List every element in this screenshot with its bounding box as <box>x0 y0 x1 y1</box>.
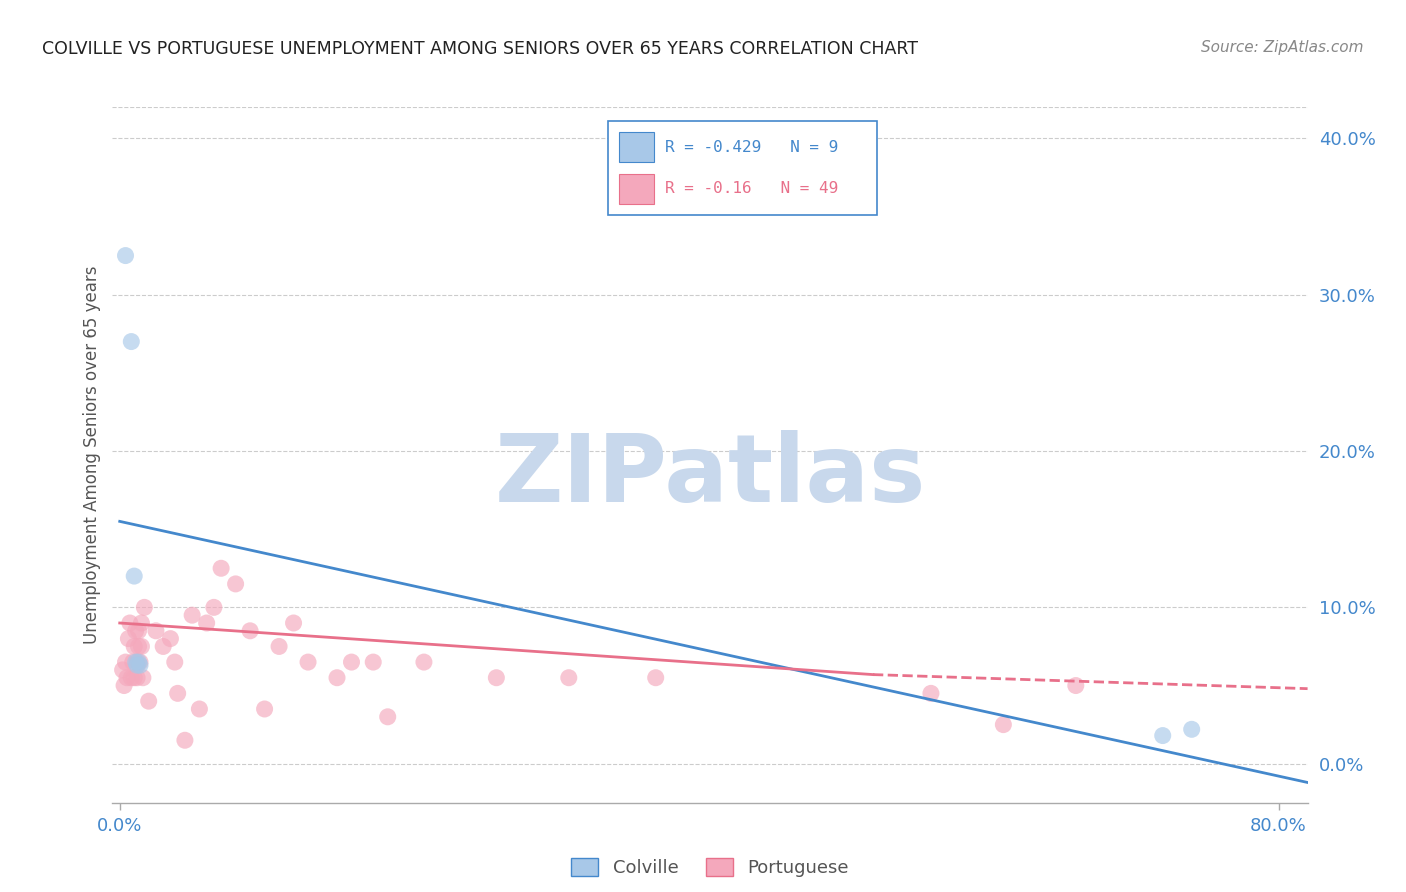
Point <box>253 702 276 716</box>
Point <box>132 671 155 685</box>
Legend: Colville, Portuguese: Colville, Portuguese <box>564 850 856 884</box>
Point <box>413 655 436 669</box>
Point <box>202 600 225 615</box>
Point <box>166 686 188 700</box>
Point <box>131 640 153 654</box>
Point <box>114 655 136 669</box>
Point <box>118 615 141 630</box>
Point <box>122 671 145 685</box>
Point <box>114 249 136 263</box>
Point <box>115 671 138 685</box>
Point <box>188 702 211 716</box>
Point <box>128 624 150 638</box>
Point <box>1152 729 1174 743</box>
Y-axis label: Unemployment Among Seniors over 65 years: Unemployment Among Seniors over 65 years <box>83 266 101 644</box>
Point <box>127 658 149 673</box>
Point <box>134 600 156 615</box>
Text: R = -0.429   N = 9: R = -0.429 N = 9 <box>665 140 838 154</box>
Text: COLVILLE VS PORTUGUESE UNEMPLOYMENT AMONG SENIORS OVER 65 YEARS CORRELATION CHAR: COLVILLE VS PORTUGUESE UNEMPLOYMENT AMON… <box>42 40 918 58</box>
Point <box>225 577 247 591</box>
Point <box>117 632 139 646</box>
Point <box>267 640 290 654</box>
Point <box>1064 679 1087 693</box>
Point <box>124 624 146 638</box>
Point <box>120 671 142 685</box>
Point <box>297 655 319 669</box>
Point <box>326 671 349 685</box>
Point <box>920 686 942 700</box>
Point <box>122 640 145 654</box>
Point <box>145 624 167 638</box>
Point <box>129 655 152 669</box>
FancyBboxPatch shape <box>619 174 654 203</box>
Point <box>181 608 204 623</box>
Point <box>644 671 666 685</box>
Text: R = -0.16   N = 49: R = -0.16 N = 49 <box>665 181 838 196</box>
Point <box>128 640 150 654</box>
Point <box>111 663 134 677</box>
Point <box>993 717 1015 731</box>
Point <box>209 561 232 575</box>
Point <box>152 640 174 654</box>
Point <box>127 671 149 685</box>
Point <box>361 655 384 669</box>
Point <box>121 655 143 669</box>
Point <box>112 679 135 693</box>
Point <box>558 671 581 685</box>
Point <box>239 624 262 638</box>
Text: Source: ZipAtlas.com: Source: ZipAtlas.com <box>1201 40 1364 55</box>
Point <box>131 615 153 630</box>
Point <box>138 694 160 708</box>
Point <box>120 334 142 349</box>
Point <box>122 569 145 583</box>
Point <box>377 710 399 724</box>
Point <box>128 655 150 669</box>
Point <box>124 655 146 669</box>
FancyBboxPatch shape <box>619 132 654 162</box>
Point <box>485 671 508 685</box>
Point <box>129 658 152 673</box>
Point <box>159 632 181 646</box>
Point <box>127 655 149 669</box>
FancyBboxPatch shape <box>609 121 877 215</box>
Point <box>195 615 218 630</box>
Point <box>163 655 186 669</box>
Point <box>1181 723 1204 737</box>
Point <box>174 733 197 747</box>
Point <box>340 655 363 669</box>
Point <box>283 615 305 630</box>
Text: ZIPatlas: ZIPatlas <box>495 430 925 522</box>
